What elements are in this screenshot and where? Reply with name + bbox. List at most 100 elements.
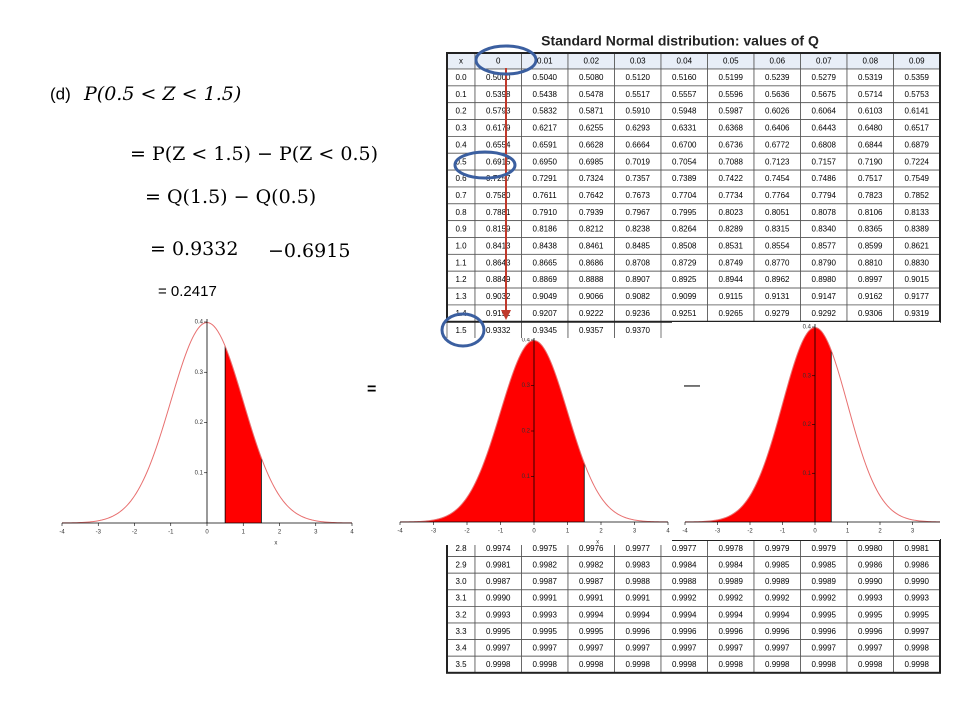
cell: 0.8133: [905, 208, 930, 217]
cell: 0.7224: [905, 157, 930, 166]
cell: 0.9177: [905, 292, 930, 301]
cell: 0.5120: [626, 73, 651, 82]
cell: 0.6217: [533, 124, 558, 133]
cell: 0.9998: [719, 660, 744, 669]
cell: 0.7549: [905, 174, 930, 183]
cell: 0.9997: [858, 644, 883, 653]
cell: 0.9995: [905, 610, 930, 619]
cell: 0.9162: [858, 292, 883, 301]
cell: 0.8238: [626, 225, 651, 234]
cell: 1.5: [455, 326, 467, 335]
y-tick-label: 0.4: [195, 320, 204, 326]
cell: 0.7580: [486, 191, 511, 200]
cell: 0.9996: [812, 627, 837, 636]
cell: 0.5319: [858, 73, 883, 82]
x-tick-label: 4: [350, 530, 354, 536]
cell: 0.8438: [533, 242, 558, 251]
cell: 0.9332: [486, 326, 511, 335]
cell: 0.9251: [672, 309, 697, 318]
cell: 0.9978: [719, 544, 744, 553]
cell: 0.9974: [486, 544, 511, 553]
cell: 0.8729: [672, 258, 697, 267]
cell: 0.9990: [486, 594, 511, 603]
cell: 0.8078: [812, 208, 837, 217]
cell: 0.6879: [905, 140, 930, 149]
cell: 0.9984: [672, 561, 697, 570]
x-axis-label: x: [875, 540, 878, 546]
x-tick-label: 2: [278, 530, 282, 536]
cell: 0.9986: [858, 561, 883, 570]
cell: 0.9995: [858, 610, 883, 619]
cell: 0.9993: [905, 594, 930, 603]
cell: 0.6293: [626, 124, 651, 133]
cell: 0.9997: [672, 644, 697, 653]
cell: 0.9989: [765, 577, 790, 586]
cell: 0.9994: [579, 610, 604, 619]
cell: 0.9994: [626, 610, 651, 619]
step: = 0.9332: [150, 238, 238, 260]
cell: 0.9996: [626, 627, 651, 636]
cell: 0.04: [676, 57, 692, 66]
cell: 0.5948: [672, 107, 697, 116]
cell: 3.1: [455, 594, 467, 603]
cell: 0.2: [455, 107, 467, 116]
cell: 0.9991: [533, 594, 558, 603]
cell: 0.6736: [719, 140, 744, 149]
cell: 0.9015: [905, 275, 930, 284]
cell: 0.6591: [533, 140, 558, 149]
cell: 0.3: [455, 124, 467, 133]
cell: 0.9993: [858, 594, 883, 603]
x-tick-label: -2: [132, 530, 138, 536]
shaded-area: [400, 340, 585, 522]
cell: 0.05: [723, 57, 739, 66]
cell: 0.8159: [486, 225, 511, 234]
x-tick-label: 0: [813, 529, 817, 535]
cell: 0.5557: [672, 90, 697, 99]
cell: 0.5636: [765, 90, 790, 99]
x-tick-label: 3: [911, 529, 915, 535]
cell: 0.7910: [533, 208, 558, 217]
cell: 0.6443: [812, 124, 837, 133]
x-tick-label: -4: [682, 529, 688, 535]
cell: 0.5517: [626, 90, 651, 99]
cell: 0.5714: [858, 90, 883, 99]
cell: 0.9115: [719, 292, 743, 301]
cell: 0.7123: [765, 157, 790, 166]
cell: 0.9983: [626, 561, 651, 570]
cell: 0.9979: [765, 544, 790, 553]
cell: 1.1: [455, 258, 467, 267]
cell: 0.9993: [486, 610, 511, 619]
cell: 0.02: [583, 57, 599, 66]
cell: 0.7967: [626, 208, 651, 217]
plot: -4 -3 -2 -1 0 1 2 3 4 0.1 0.2 0.3 0.4 x: [59, 319, 354, 545]
annotations: [440, 44, 538, 348]
cell: 0.7764: [765, 191, 790, 200]
cell: 0.07: [816, 57, 832, 66]
cell: 0.5040: [533, 73, 558, 82]
cell: 0.6950: [533, 157, 558, 166]
cell: 0.8051: [765, 208, 790, 217]
y-tick-label: 0.4: [522, 338, 531, 344]
highlight-circle: [440, 312, 486, 348]
cell: 0.9988: [672, 577, 697, 586]
cell: 0.9981: [486, 561, 511, 570]
cell: 0.8289: [719, 225, 744, 234]
cell: 0.8962: [765, 275, 790, 284]
cell: 0.9236: [626, 309, 651, 318]
cell: 0.9992: [719, 594, 744, 603]
cell: 0.9994: [765, 610, 790, 619]
cell: 0.7823: [858, 191, 883, 200]
cell: 0.9292: [812, 309, 837, 318]
x-tick-label: -3: [431, 529, 437, 535]
x-tick-label: -4: [397, 529, 403, 535]
cell: 0.9995: [579, 627, 604, 636]
cell: 0.9032: [486, 292, 511, 301]
cell: 0.5596: [719, 90, 744, 99]
x-tick-label: -4: [59, 530, 65, 536]
cell: 0.9985: [765, 561, 790, 570]
cell: 0.9987: [579, 577, 604, 586]
cell: 0.8944: [719, 275, 744, 284]
cell: 0.8925: [672, 275, 697, 284]
plot: -4 -3 -2 -1 0 1 2 3 4 0.1 0.2 0.3 0.4 x: [397, 338, 670, 545]
cell: 0.9990: [858, 577, 883, 586]
